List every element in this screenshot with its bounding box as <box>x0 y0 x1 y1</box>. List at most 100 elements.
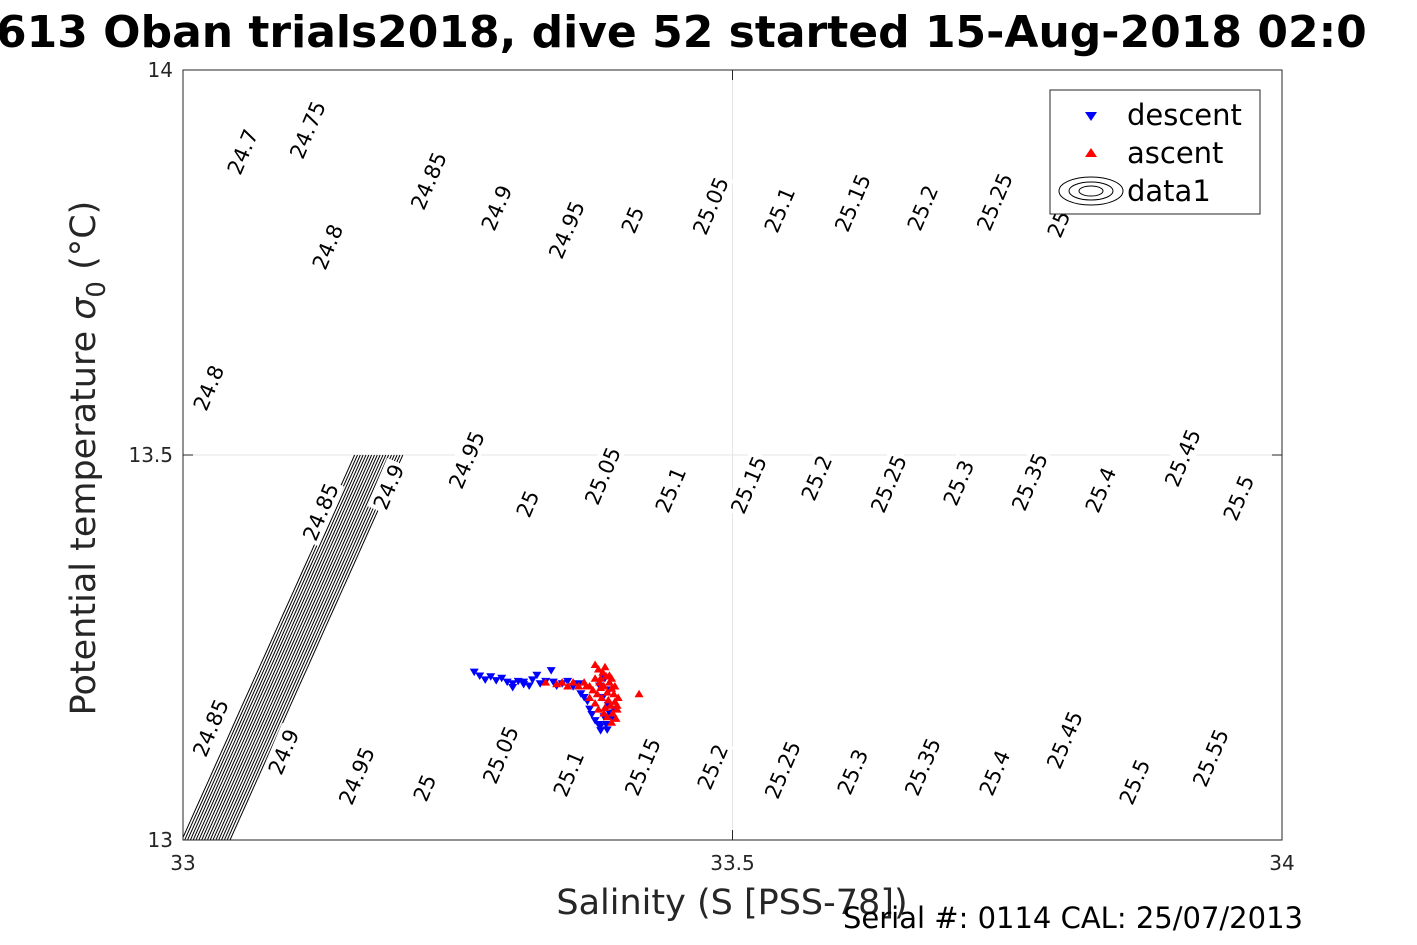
y-axis-label: Potential temperature σ0 (°C) <box>64 201 112 716</box>
ascent-point <box>607 674 617 682</box>
contour-line <box>206 454 381 840</box>
ascent-point <box>596 683 606 692</box>
ascent-point <box>600 703 610 712</box>
ascent-point <box>607 718 617 726</box>
ascent-point <box>557 678 567 686</box>
ascent-point <box>611 714 621 722</box>
descent-point <box>491 677 501 685</box>
ascent-marker-icon <box>1085 148 1097 157</box>
ascent-point <box>595 678 605 686</box>
ascent-point <box>568 678 578 686</box>
descent-point <box>546 667 556 675</box>
descent-point <box>596 722 606 731</box>
descent-point <box>519 678 529 687</box>
descent-marker-icon <box>1085 112 1097 121</box>
ascent-point <box>563 682 573 690</box>
descent-point <box>563 677 573 686</box>
descent-point <box>579 694 589 702</box>
ascent-point <box>602 712 612 721</box>
x-tick-label: 33.5 <box>710 851 755 875</box>
y-tick-label: 13.5 <box>128 443 173 467</box>
legend-box <box>1049 89 1261 215</box>
contour-line <box>187 454 361 840</box>
y-axis-label-unit: (°C) <box>64 201 104 281</box>
contour-line <box>229 454 404 840</box>
y-tick-label: 13 <box>148 828 173 852</box>
ascent-point <box>609 689 619 698</box>
ascent-point <box>600 662 610 671</box>
descent-point <box>497 674 507 683</box>
contour-line <box>192 454 367 840</box>
descent-point <box>601 721 611 729</box>
ascent-point <box>590 698 600 707</box>
y-axis-label-text: Potential temperature <box>64 320 104 716</box>
ascent-point <box>634 689 644 698</box>
x-tick-label: 33 <box>170 851 195 875</box>
data-points <box>469 660 644 735</box>
descent-point <box>585 705 595 714</box>
descent-point <box>590 717 600 725</box>
contour-line <box>218 454 392 840</box>
ascent-point <box>602 688 612 696</box>
ascent-point <box>574 682 584 690</box>
legend-data1-label: data1 <box>1127 174 1211 208</box>
ascent-point <box>613 693 623 702</box>
x-axis-label: Salinity (S [PSS-78]) <box>556 883 907 923</box>
ascent-point <box>581 682 591 690</box>
axes-frame <box>182 69 1283 841</box>
contour-line <box>201 454 375 840</box>
descent-point <box>602 726 612 734</box>
ascent-point <box>585 693 595 702</box>
ascent-point <box>588 685 598 694</box>
contour-swatch-icon <box>1058 176 1124 206</box>
axis-ticks: 33 33.5 34 13 13.5 14 <box>128 58 1294 875</box>
ascent-point <box>612 705 622 713</box>
descent-point <box>532 671 542 680</box>
descent-point <box>596 727 606 735</box>
legend[interactable]: descent ascent data1 <box>1049 89 1261 215</box>
ascent-point <box>552 679 562 688</box>
descent-point <box>469 668 479 677</box>
serial-calibration-text: Serial #: 0114 CAL: 25/07/2013 <box>843 901 1303 935</box>
descent-point <box>475 672 485 680</box>
ascent-point <box>610 682 620 690</box>
density-contours: 24.7 24.7524.824.824.8524.8524.8524.924.9… <box>183 95 1260 840</box>
descent-point <box>486 673 496 681</box>
descent-point <box>527 676 537 684</box>
ascent-point <box>606 701 616 709</box>
contour-line <box>221 454 395 840</box>
y-tick-label: 14 <box>148 58 173 82</box>
descent-point <box>587 710 597 719</box>
contour-line <box>215 454 390 840</box>
ascent-point <box>597 693 607 702</box>
y-axis-label-subscript: 0 <box>82 281 112 298</box>
descent-point <box>535 680 545 688</box>
ascent-point <box>599 708 609 717</box>
x-tick-label: 34 <box>1269 851 1294 875</box>
descent-point <box>548 678 558 687</box>
ascent-point <box>593 705 603 713</box>
chart-title: 613 Oban trials2018, dive 52 started 15-… <box>0 7 1367 58</box>
descent-point <box>480 676 490 684</box>
descent-point <box>508 684 518 692</box>
ascent-point <box>541 678 551 686</box>
contour-line <box>195 454 370 840</box>
ascent-point <box>604 678 614 686</box>
ascent-point <box>590 660 600 668</box>
descent-point <box>508 680 518 688</box>
contour-line <box>189 454 364 840</box>
ascent-point <box>593 665 603 673</box>
contour-line <box>223 454 398 840</box>
y-axis-label-sigma: σ <box>64 296 104 320</box>
contour-line <box>198 454 373 840</box>
contour-line <box>212 454 387 840</box>
contour-line <box>204 454 378 840</box>
contour-line <box>226 454 401 840</box>
legend-ascent-label: ascent <box>1127 136 1223 170</box>
descent-point <box>524 682 534 690</box>
ascent-point <box>608 708 618 717</box>
ascent-point <box>590 674 600 682</box>
ascent-point <box>592 689 602 698</box>
descent-point <box>576 690 586 698</box>
